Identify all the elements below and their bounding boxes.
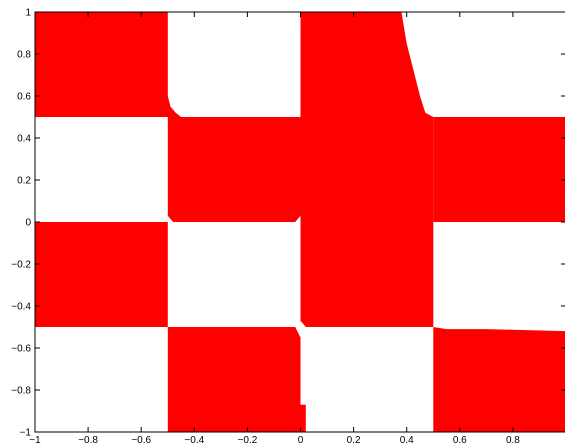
x-tick-label: 0.8	[506, 435, 520, 446]
x-tick-label: −1	[29, 435, 41, 446]
filled-region-8	[433, 327, 565, 432]
y-tick-label: 0	[25, 218, 31, 229]
x-tick-label: 0	[298, 435, 304, 446]
x-tick-label: −0.4	[184, 435, 204, 446]
filled-region-2	[300, 12, 434, 222]
filled-regions	[35, 12, 565, 432]
filled-region-4	[433, 117, 565, 222]
filled-region-1	[35, 12, 181, 117]
y-tick-label: 0.6	[17, 92, 31, 103]
y-axis-ticks: 1 0.8 0.6 0.4 0.2 0 −0.2 −0.4 −0.6 −0.8 −1	[11, 8, 565, 439]
x-tick-label: −0.2	[238, 435, 258, 446]
x-axis-ticks: −1 −0.8 −0.6 −0.4 −0.2 0 0.2 0.4 0.6 0.8	[29, 12, 520, 446]
y-tick-label: −1	[20, 428, 32, 439]
x-tick-label: 0.2	[347, 435, 361, 446]
x-tick-label: −0.6	[131, 435, 151, 446]
filled-region-3	[167, 117, 301, 222]
filled-region-9	[300, 404, 306, 432]
x-tick-label: −0.8	[78, 435, 98, 446]
y-tick-label: 1	[25, 8, 31, 19]
filled-region-6	[300, 222, 434, 327]
y-tick-label: −0.6	[11, 344, 31, 355]
y-tick-label: 0.2	[17, 176, 31, 187]
x-tick-label: 0.6	[453, 435, 467, 446]
x-tick-label: 0.4	[400, 435, 414, 446]
filled-region-5	[35, 222, 168, 327]
y-tick-label: −0.8	[11, 386, 31, 397]
filled-region-7	[167, 327, 301, 432]
y-tick-label: 0.4	[17, 134, 31, 145]
y-tick-label: 0.8	[17, 50, 31, 61]
y-tick-label: −0.2	[11, 260, 31, 271]
y-tick-label: −0.4	[11, 302, 31, 313]
